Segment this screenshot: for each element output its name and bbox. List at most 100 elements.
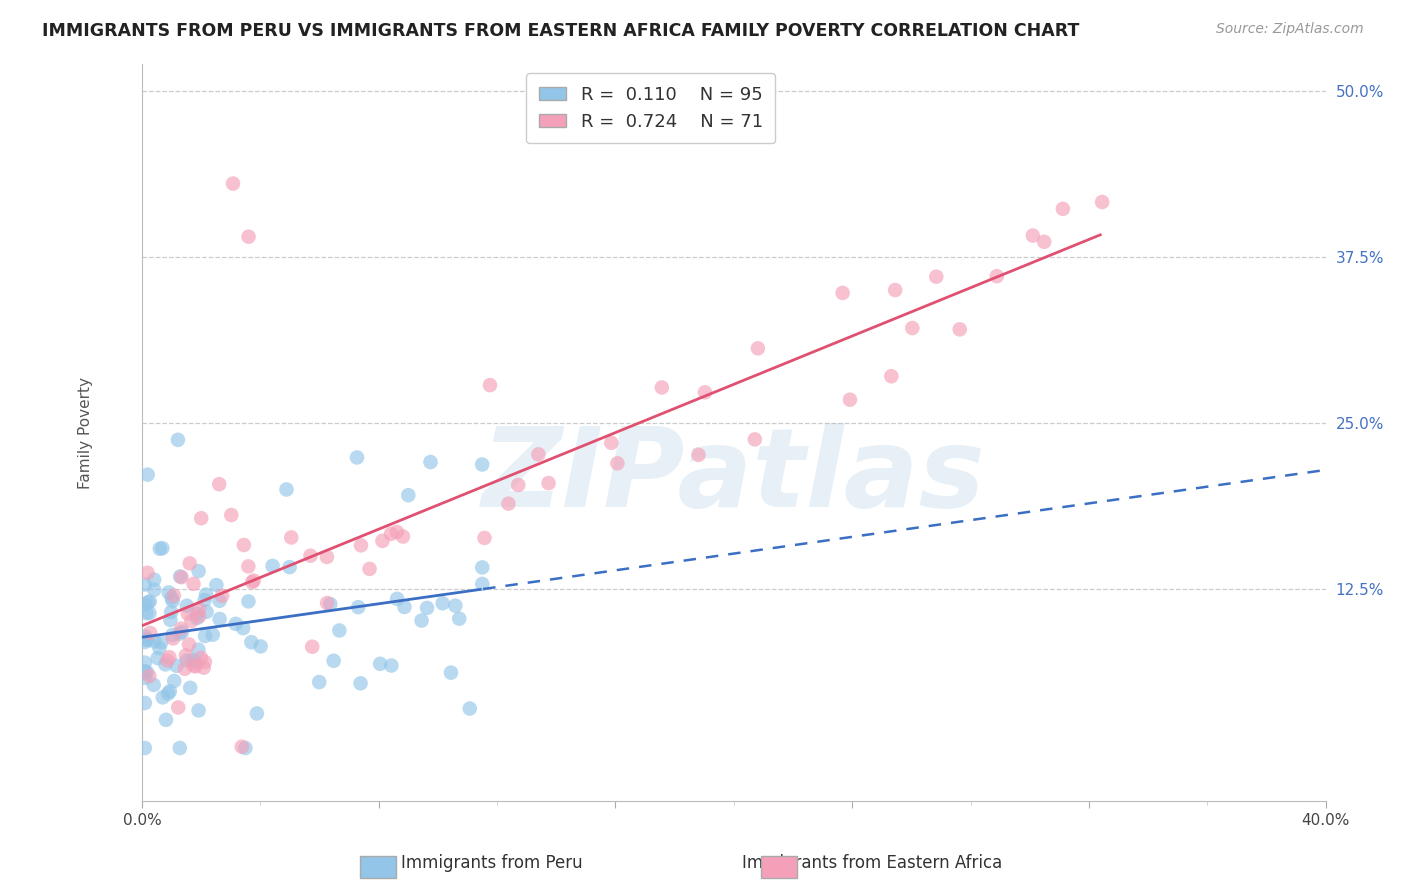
Point: [299, 549, 322, 563]
Text: Source: ZipAtlas.com: Source: ZipAtlas.com: [1216, 22, 1364, 37]
Point: [134, 635, 156, 649]
Text: Immigrants from Peru: Immigrants from Peru: [401, 855, 583, 872]
Point: [143, 582, 166, 597]
Point: [208, 594, 231, 608]
Point: [537, 476, 560, 491]
Point: [925, 269, 948, 284]
Point: [208, 477, 231, 491]
Point: [155, 713, 177, 727]
Point: [148, 641, 170, 656]
Point: [134, 671, 156, 685]
Point: [150, 635, 173, 649]
Point: [440, 665, 463, 680]
Point: [146, 651, 169, 665]
Point: [162, 632, 184, 646]
Point: [308, 675, 330, 690]
Point: [411, 614, 433, 628]
Point: [458, 701, 481, 715]
Point: [246, 706, 269, 721]
Point: [359, 562, 381, 576]
Point: [606, 456, 628, 470]
Point: [166, 658, 188, 673]
Point: [249, 640, 271, 654]
Point: [471, 577, 494, 591]
Point: [139, 626, 162, 640]
Point: [1091, 194, 1114, 209]
Point: [193, 661, 215, 675]
Point: [396, 488, 419, 502]
Point: [1033, 235, 1056, 249]
Point: [162, 628, 184, 642]
Point: [135, 606, 157, 620]
Point: [240, 635, 263, 649]
Point: [183, 658, 205, 673]
Point: [138, 606, 160, 620]
Point: [143, 573, 166, 587]
Point: [232, 621, 254, 635]
Point: [416, 600, 439, 615]
Point: [238, 594, 260, 608]
Point: [194, 655, 217, 669]
Point: [179, 557, 201, 571]
Point: [156, 654, 179, 668]
Point: [160, 605, 183, 619]
Point: [346, 450, 368, 465]
Text: ZIPatlas: ZIPatlas: [482, 424, 986, 531]
Point: [322, 654, 344, 668]
Point: [136, 566, 159, 580]
Point: [188, 602, 211, 616]
Point: [319, 597, 342, 611]
Point: [195, 605, 218, 619]
Point: [163, 589, 186, 603]
Point: [240, 575, 263, 590]
Point: [371, 533, 394, 548]
Point: [232, 538, 254, 552]
Point: [380, 526, 402, 541]
Point: [195, 588, 218, 602]
Point: [831, 285, 853, 300]
Point: [155, 657, 177, 672]
Point: [368, 657, 391, 671]
Point: [156, 687, 179, 701]
Point: [181, 653, 204, 667]
Point: [170, 622, 193, 636]
Point: [498, 497, 520, 511]
Point: [150, 541, 173, 556]
Point: [432, 596, 454, 610]
Point: [167, 433, 190, 447]
Point: [180, 614, 202, 628]
Point: [184, 659, 207, 673]
Point: [134, 629, 156, 643]
Point: [169, 569, 191, 583]
Point: [169, 741, 191, 756]
Point: [169, 626, 191, 640]
Point: [222, 177, 245, 191]
Point: [138, 669, 160, 683]
Point: [221, 508, 243, 522]
Point: [136, 595, 159, 609]
Point: [262, 558, 284, 573]
Point: [134, 696, 156, 710]
Point: [183, 577, 205, 591]
Point: [170, 624, 193, 639]
Point: [1022, 228, 1045, 243]
Point: [744, 433, 766, 447]
Point: [211, 589, 233, 603]
Point: [471, 560, 494, 574]
Point: [176, 607, 198, 621]
Point: [157, 650, 180, 665]
Point: [135, 632, 157, 647]
Point: [949, 322, 972, 336]
Point: [600, 435, 623, 450]
Point: [170, 570, 193, 584]
Point: [380, 658, 402, 673]
Point: [139, 594, 162, 608]
Point: [163, 673, 186, 688]
Point: [194, 593, 217, 607]
Point: [187, 703, 209, 717]
Point: [316, 596, 339, 610]
Point: [884, 283, 907, 297]
Point: [136, 467, 159, 482]
Point: [901, 321, 924, 335]
Point: [201, 627, 224, 641]
